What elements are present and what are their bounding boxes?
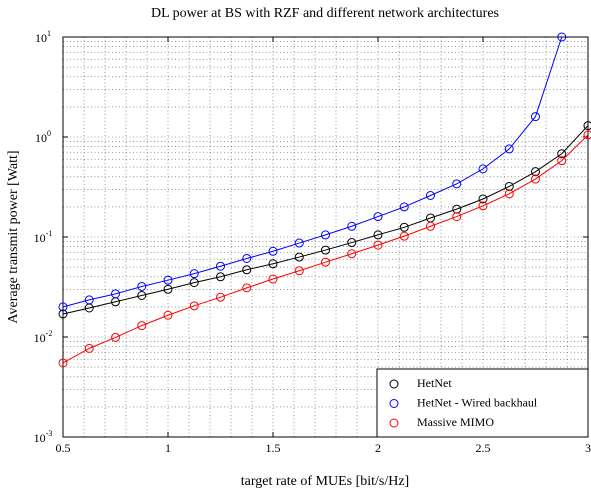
data-point (531, 167, 540, 177)
data-point (399, 202, 409, 212)
data-point (58, 309, 68, 319)
data-point (531, 112, 540, 122)
legend-marker (389, 418, 399, 428)
data-point (216, 272, 225, 282)
data-point (478, 164, 488, 174)
x-tick-label: 3 (585, 441, 591, 455)
data-point (163, 284, 173, 294)
y-tick-base: 10 (35, 131, 47, 145)
data-point (347, 221, 357, 231)
legend-label: HetNet (417, 376, 452, 390)
x-tick-label: 2.5 (476, 441, 491, 455)
data-point (504, 144, 514, 154)
data-point (557, 156, 567, 166)
data-point (399, 222, 409, 232)
legend-box (376, 368, 589, 438)
x-tick-label: 1 (165, 441, 171, 455)
y-tick-power: -3 (46, 429, 53, 438)
legend-marker (389, 379, 399, 389)
data-point (242, 265, 252, 275)
data-point (84, 295, 94, 305)
series-line (62, 134, 589, 364)
y-tick-label: 101 (35, 29, 51, 45)
data-point (321, 245, 330, 255)
data-point (373, 230, 383, 240)
data-point (111, 332, 120, 342)
data-point (242, 283, 252, 293)
x-tick-label: 0.5 (56, 441, 71, 455)
data-point (163, 275, 173, 285)
legend-marker (389, 399, 399, 408)
data-point (137, 281, 147, 291)
x-axis-label: target rate of MUEs [bit/s/Hz] (241, 474, 409, 489)
data-point (294, 266, 304, 276)
data-point (347, 249, 357, 259)
data-point (268, 259, 278, 269)
data-point (557, 32, 567, 42)
data-point (504, 189, 514, 199)
x-tick-label: 2 (375, 441, 381, 455)
y-tick-label: 10-2 (34, 329, 53, 345)
data-point (84, 343, 94, 353)
data-point (137, 291, 147, 301)
data-point (216, 292, 225, 302)
data-point (216, 261, 225, 271)
data-point (373, 212, 383, 222)
legend-label: HetNet - Wired backhaul (417, 395, 538, 409)
data-point (137, 321, 147, 331)
data-point (58, 302, 68, 312)
data-point (189, 301, 199, 311)
legend-label: Massive MIMO (417, 415, 494, 429)
y-tick-base: 10 (35, 31, 47, 45)
data-point (189, 269, 199, 279)
data-point (58, 358, 68, 368)
data-point (399, 231, 409, 241)
y-tick-power: -1 (46, 229, 53, 238)
data-point (557, 149, 567, 159)
data-point (321, 257, 330, 267)
data-point (531, 174, 540, 184)
data-point (452, 204, 462, 214)
y-tick-base: 10 (34, 331, 46, 345)
data-point (583, 130, 591, 140)
y-tick-power: -2 (46, 329, 53, 338)
y-axis-label: Average transmit power [Watt] (6, 150, 21, 323)
y-tick-label: 10-1 (34, 229, 53, 245)
x-tick-label: 1.5 (266, 441, 281, 455)
data-point (321, 230, 330, 240)
data-point (242, 253, 252, 263)
series-line (62, 125, 589, 315)
data-point (478, 194, 488, 204)
data-point (163, 310, 173, 320)
data-point (426, 191, 435, 201)
data-point (268, 274, 278, 284)
y-tick-base: 10 (34, 231, 46, 245)
data-point (452, 212, 462, 222)
data-point (111, 289, 120, 299)
y-tick-label: 100 (35, 129, 51, 145)
plot-frame (62, 36, 589, 438)
y-tick-power: 0 (47, 129, 51, 138)
data-point (294, 238, 304, 248)
data-point (426, 221, 435, 231)
y-tick-label: 10-3 (34, 429, 53, 445)
data-point (294, 252, 304, 262)
data-point (583, 121, 591, 131)
data-point (189, 278, 199, 288)
y-tick-base: 10 (34, 431, 46, 445)
chart-title: DL power at BS with RZF and different ne… (151, 6, 499, 21)
data-point (268, 246, 278, 256)
y-tick-power: 1 (47, 29, 51, 38)
data-point (452, 179, 462, 189)
data-point (347, 238, 357, 248)
data-point (373, 240, 383, 250)
data-point (504, 181, 514, 191)
data-point (478, 201, 488, 211)
